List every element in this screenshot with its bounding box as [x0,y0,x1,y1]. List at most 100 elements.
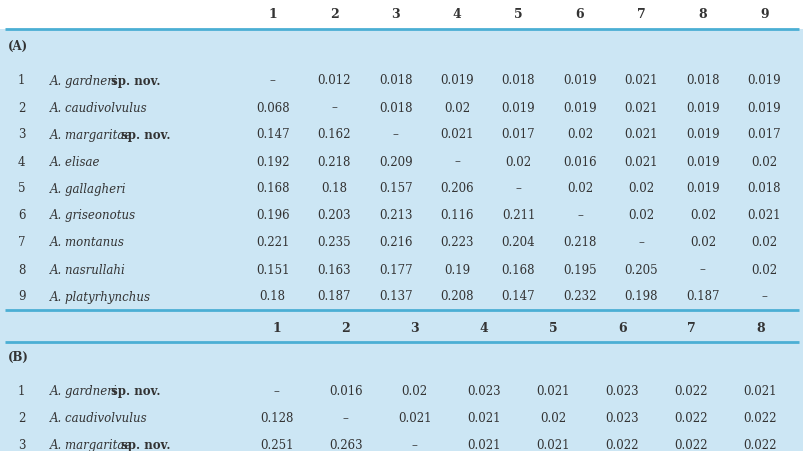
Text: 0.022: 0.022 [674,438,707,451]
Text: –: – [392,128,398,141]
Text: 3: 3 [18,438,26,451]
Text: A. caudivolvulus: A. caudivolvulus [50,412,148,424]
Text: 0.221: 0.221 [255,236,289,249]
Text: 0.022: 0.022 [674,412,707,424]
Text: 0.018: 0.018 [685,74,719,87]
Text: 0.177: 0.177 [378,263,412,276]
Text: 2: 2 [18,412,26,424]
Text: 0.218: 0.218 [317,155,350,168]
Text: 5: 5 [18,182,26,195]
Text: 0.02: 0.02 [628,182,654,195]
Text: A. elisae: A. elisae [50,155,100,168]
Text: 0.023: 0.023 [605,412,638,424]
Text: 0.019: 0.019 [685,155,719,168]
Text: 0.163: 0.163 [317,263,351,276]
Text: 3: 3 [18,128,26,141]
Text: 2: 2 [341,322,349,335]
Text: 0.02: 0.02 [750,155,777,168]
Text: 0.198: 0.198 [624,290,658,303]
Text: 0.187: 0.187 [317,290,350,303]
Text: –: – [515,182,521,195]
Text: 0.019: 0.019 [501,101,535,114]
Text: 0.168: 0.168 [501,263,535,276]
Text: A. gardneri: A. gardneri [50,74,117,87]
Text: 0.151: 0.151 [255,263,289,276]
Text: 0.021: 0.021 [467,438,500,451]
Text: 7: 7 [636,9,645,22]
Text: 4: 4 [479,322,487,335]
Text: 0.019: 0.019 [685,101,719,114]
Text: 0.147: 0.147 [501,290,535,303]
Text: 0.02: 0.02 [566,182,593,195]
Text: 0.192: 0.192 [255,155,289,168]
Text: sp. nov.: sp. nov. [107,385,160,398]
Text: 0.251: 0.251 [259,438,293,451]
Text: 0.016: 0.016 [562,155,596,168]
Text: 0.18: 0.18 [320,182,347,195]
Text: 8: 8 [18,263,26,276]
Text: 0.021: 0.021 [624,101,658,114]
Text: 0.147: 0.147 [255,128,289,141]
Text: (B): (B) [8,350,29,363]
Text: 0.19: 0.19 [443,263,470,276]
Text: 0.018: 0.018 [378,74,412,87]
Text: 0.019: 0.019 [562,101,596,114]
Text: (A): (A) [8,39,28,52]
Text: 5: 5 [548,322,556,335]
Text: 0.203: 0.203 [317,209,351,222]
Text: A. caudivolvulus: A. caudivolvulus [50,101,148,114]
Text: 0.235: 0.235 [317,236,351,249]
Text: 0.157: 0.157 [378,182,412,195]
Text: –: – [331,101,336,114]
Text: 7: 7 [686,322,695,335]
Text: 9: 9 [759,9,768,22]
Text: –: – [454,155,459,168]
Text: 0.205: 0.205 [624,263,658,276]
Text: 7: 7 [18,236,26,249]
Text: 0.016: 0.016 [328,385,362,398]
Text: 0.021: 0.021 [743,385,777,398]
Text: –: – [638,236,643,249]
Text: 0.128: 0.128 [259,412,293,424]
Text: 0.209: 0.209 [378,155,412,168]
Text: 0.02: 0.02 [505,155,531,168]
Text: 0.168: 0.168 [255,182,289,195]
Text: 0.018: 0.018 [378,101,412,114]
Text: 0.02: 0.02 [628,209,654,222]
Text: 0.018: 0.018 [747,182,780,195]
Text: –: – [699,263,705,276]
Text: 0.021: 0.021 [624,128,658,141]
Text: 0.021: 0.021 [536,438,569,451]
Text: 1: 1 [268,9,277,22]
Text: 1: 1 [18,74,26,87]
Text: 0.02: 0.02 [402,385,427,398]
Text: 2: 2 [18,101,26,114]
Text: 4: 4 [18,155,26,168]
Text: 9: 9 [18,290,26,303]
Text: A. nasrullahi: A. nasrullahi [50,263,125,276]
Text: 0.232: 0.232 [562,290,596,303]
Text: sp. nov.: sp. nov. [116,128,170,141]
Text: 0.017: 0.017 [747,128,781,141]
Text: 0.02: 0.02 [750,236,777,249]
Text: 0.213: 0.213 [378,209,412,222]
Text: 0.187: 0.187 [685,290,719,303]
Text: 8: 8 [755,322,764,335]
Text: 0.223: 0.223 [440,236,473,249]
Text: 0.02: 0.02 [689,209,715,222]
Text: A. montanus: A. montanus [50,236,124,249]
Text: 0.02: 0.02 [443,101,470,114]
Text: –: – [760,290,766,303]
Text: –: – [342,412,349,424]
Text: A. gardneri: A. gardneri [50,385,117,398]
Text: 0.02: 0.02 [750,263,777,276]
Text: 0.022: 0.022 [674,385,707,398]
Text: 0.216: 0.216 [378,236,412,249]
Text: 0.012: 0.012 [317,74,350,87]
Text: 5: 5 [514,9,522,22]
Text: 4: 4 [452,9,461,22]
Text: 0.021: 0.021 [440,128,473,141]
Text: 8: 8 [698,9,707,22]
Text: 0.023: 0.023 [605,385,638,398]
Text: 6: 6 [575,9,584,22]
